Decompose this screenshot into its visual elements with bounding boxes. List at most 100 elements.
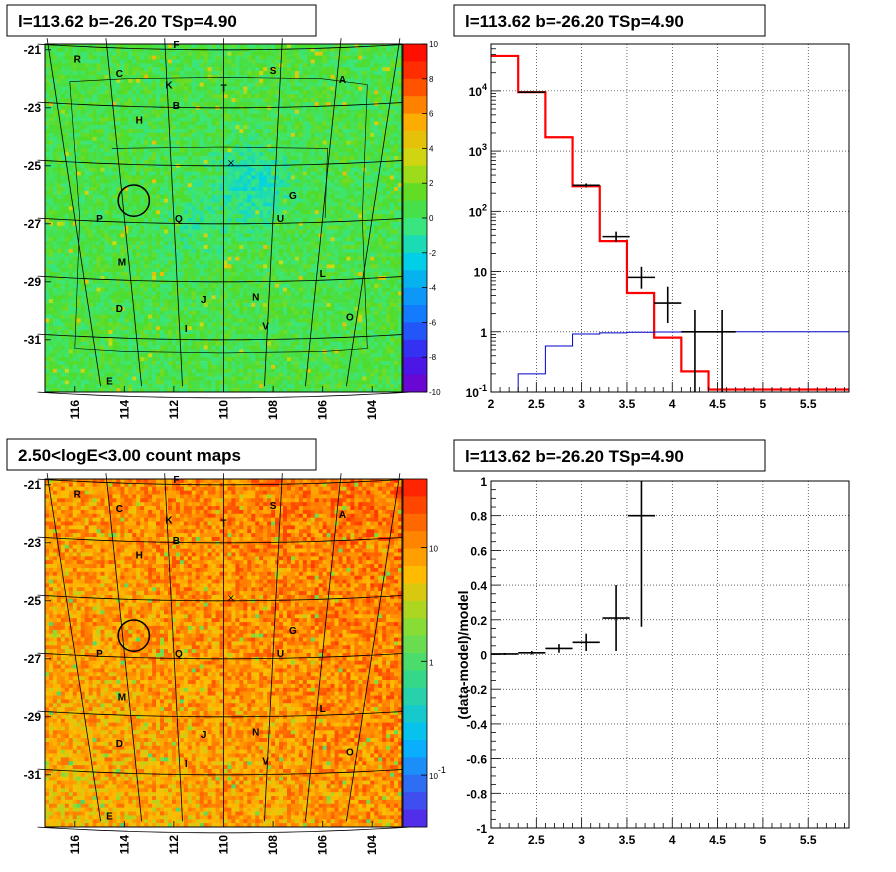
map-pixel: [255, 202, 260, 207]
map-pixel: [374, 237, 379, 242]
map-pixel: [164, 194, 169, 199]
map-pixel: [279, 136, 284, 141]
map-pixel: [80, 190, 85, 196]
map-pixel: [259, 67, 264, 72]
map-pixel: [227, 218, 232, 223]
map-pixel: [152, 148, 157, 153]
map-pixel: [243, 187, 248, 192]
map-pixel: [48, 98, 54, 103]
map-pixel: [207, 152, 212, 157]
map-pixel: [80, 163, 85, 169]
map-pixel: [171, 94, 177, 99]
map-pixel: [314, 194, 319, 199]
map-pixel: [398, 206, 402, 211]
map-pixel: [394, 202, 399, 207]
map-pixel: [390, 152, 395, 157]
map-pixel: [382, 171, 387, 176]
map-pixel: [195, 136, 200, 141]
map-pixel: [64, 179, 70, 184]
map-pixel: [45, 132, 50, 138]
map-pixel: [306, 44, 312, 49]
map-pixel: [394, 105, 399, 111]
map-pixel: [64, 74, 70, 80]
map-pixel: [398, 98, 402, 103]
map-pixel: [203, 44, 208, 49]
map-pixel: [148, 140, 153, 145]
map-pixel: [298, 233, 304, 238]
map-pixel: [243, 171, 248, 176]
map-pixel: [116, 67, 121, 72]
map-pixel: [144, 210, 149, 215]
map-pixel: [374, 171, 379, 176]
map-pixel: [136, 241, 141, 246]
map-pixel: [310, 171, 316, 176]
map-pixel: [191, 237, 197, 242]
map-pixel: [370, 245, 375, 250]
map-pixel: [140, 210, 145, 215]
map-pixel: [290, 152, 296, 157]
map-pixel: [171, 160, 177, 165]
map-pixel: [92, 245, 97, 250]
map-pixel: [243, 86, 248, 91]
map-pixel: [80, 214, 85, 219]
map-pixel: [334, 171, 339, 176]
map-pixel: [354, 136, 359, 141]
map-pixel: [290, 171, 296, 176]
map-pixel: [338, 51, 343, 56]
map-pixel: [120, 245, 125, 250]
map-pixel: [72, 187, 78, 192]
map-pixel: [390, 98, 395, 103]
map-pixel: [112, 206, 117, 211]
map-pixel: [207, 210, 212, 215]
map-pixel: [215, 51, 220, 56]
map-pixel: [108, 144, 113, 149]
map-pixel: [76, 82, 81, 87]
map-pixel: [398, 156, 402, 161]
map-pixel: [100, 67, 105, 72]
map-pixel: [144, 74, 149, 80]
map-pixel: [152, 105, 157, 111]
map-pixel: [283, 109, 288, 114]
map-pixel: [227, 156, 232, 161]
map-pixel: [239, 132, 244, 138]
map-pixel: [294, 237, 300, 242]
map-pixel: [144, 183, 149, 188]
map-pixel: [322, 125, 327, 130]
map-pixel: [108, 218, 113, 223]
map-pixel: [215, 225, 220, 230]
map-pixel: [251, 194, 256, 199]
map-pixel: [72, 74, 78, 80]
map-pixel: [199, 179, 204, 184]
map-pixel: [144, 121, 149, 126]
map-pixel: [120, 156, 125, 161]
map-pixel: [374, 74, 379, 80]
map-pixel: [72, 175, 78, 180]
map-pixel: [152, 129, 157, 134]
map-pixel: [286, 171, 292, 176]
map-pixel: [152, 117, 157, 122]
map-pixel: [152, 63, 157, 68]
map-pixel: [48, 245, 54, 250]
map-pixel: [179, 214, 185, 219]
map-pixel: [275, 144, 280, 149]
map-pixel: [132, 241, 137, 246]
map-pixel: [283, 187, 288, 192]
map-pixel: [187, 148, 193, 153]
map-pixel: [227, 179, 232, 184]
map-pixel: [334, 55, 339, 60]
map-pixel: [96, 171, 101, 176]
map-pixel: [354, 252, 359, 257]
map-pixel: [179, 47, 185, 53]
map-pixel: [318, 210, 323, 215]
map-pixel: [314, 237, 319, 242]
map-pixel: [116, 90, 121, 95]
map-pixel: [290, 55, 296, 60]
map-pixel: [156, 71, 161, 76]
map-pixel: [302, 129, 308, 134]
map-pixel: [247, 102, 252, 107]
map-pixel: [72, 167, 78, 172]
map-pixel: [76, 210, 81, 215]
map-pixel: [286, 102, 292, 107]
map-pixel: [382, 221, 387, 227]
map-pixel: [334, 233, 339, 238]
